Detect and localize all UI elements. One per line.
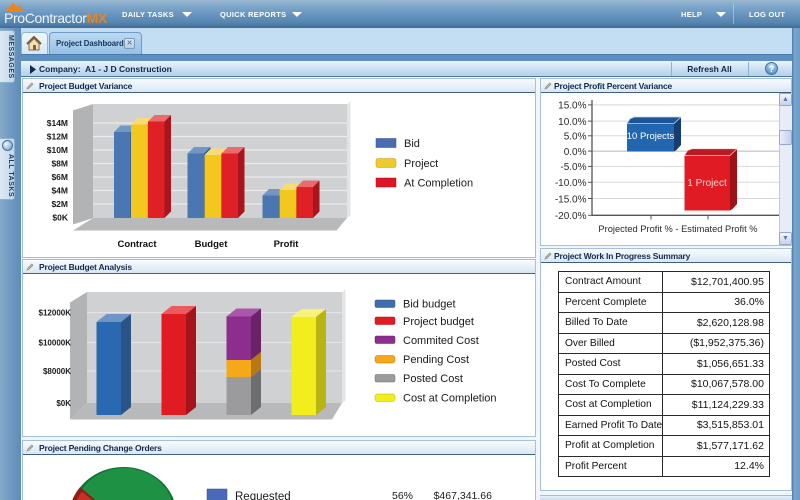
svg-text:$14M: $14M (47, 118, 68, 128)
svg-text:At Completion: At Completion (404, 178, 473, 190)
svg-text:$2M: $2M (51, 199, 68, 209)
svg-text:1 Project: 1 Project (687, 178, 727, 189)
svg-text:Project budget: Project budget (403, 316, 474, 328)
svg-text:$10000K: $10000K (39, 339, 72, 348)
svg-text:$6M: $6M (51, 172, 68, 182)
svg-text:$0K: $0K (56, 399, 71, 408)
svg-text:Budget: Budget (195, 239, 229, 250)
svg-text:-10.0%: -10.0% (555, 178, 587, 189)
svg-text:56%: 56% (392, 490, 413, 500)
svg-text:Project: Project (404, 158, 438, 170)
svg-text:$8M: $8M (51, 159, 68, 169)
svg-text:Contract: Contract (117, 239, 157, 250)
svg-text:10.0%: 10.0% (558, 117, 586, 128)
svg-text:$12M: $12M (47, 132, 68, 142)
svg-text:Projected Profit % - Estimated: Projected Profit % - Estimated Profit % (598, 224, 757, 234)
svg-text:$0K: $0K (52, 213, 68, 223)
svg-text:Cost at Completion: Cost at Completion (403, 393, 497, 405)
svg-text:Requested: Requested (235, 491, 291, 500)
svg-text:-5.0%: -5.0% (560, 162, 586, 173)
svg-text:-20.0%: -20.0% (555, 211, 587, 222)
svg-text:-15.0%: -15.0% (555, 194, 587, 205)
svg-text:$467,341.66: $467,341.66 (434, 490, 493, 500)
svg-text:$10M: $10M (47, 145, 68, 155)
svg-text:5.0%: 5.0% (564, 132, 587, 143)
svg-text:Posted Cost: Posted Cost (403, 373, 463, 385)
svg-text:15.0%: 15.0% (558, 101, 586, 112)
svg-text:Profit: Profit (274, 239, 300, 250)
svg-text:$4M: $4M (51, 186, 68, 196)
svg-text:0.0%: 0.0% (564, 147, 587, 158)
svg-text:Pending Cost: Pending Cost (403, 354, 469, 366)
svg-text:Bid: Bid (404, 138, 420, 150)
svg-text:$12000K: $12000K (39, 309, 72, 318)
svg-text:10 Projects: 10 Projects (627, 131, 675, 142)
svg-text:$8000K: $8000K (43, 367, 71, 376)
svg-text:Bid budget: Bid budget (403, 299, 456, 311)
svg-text:Commited Cost: Commited Cost (403, 335, 479, 347)
